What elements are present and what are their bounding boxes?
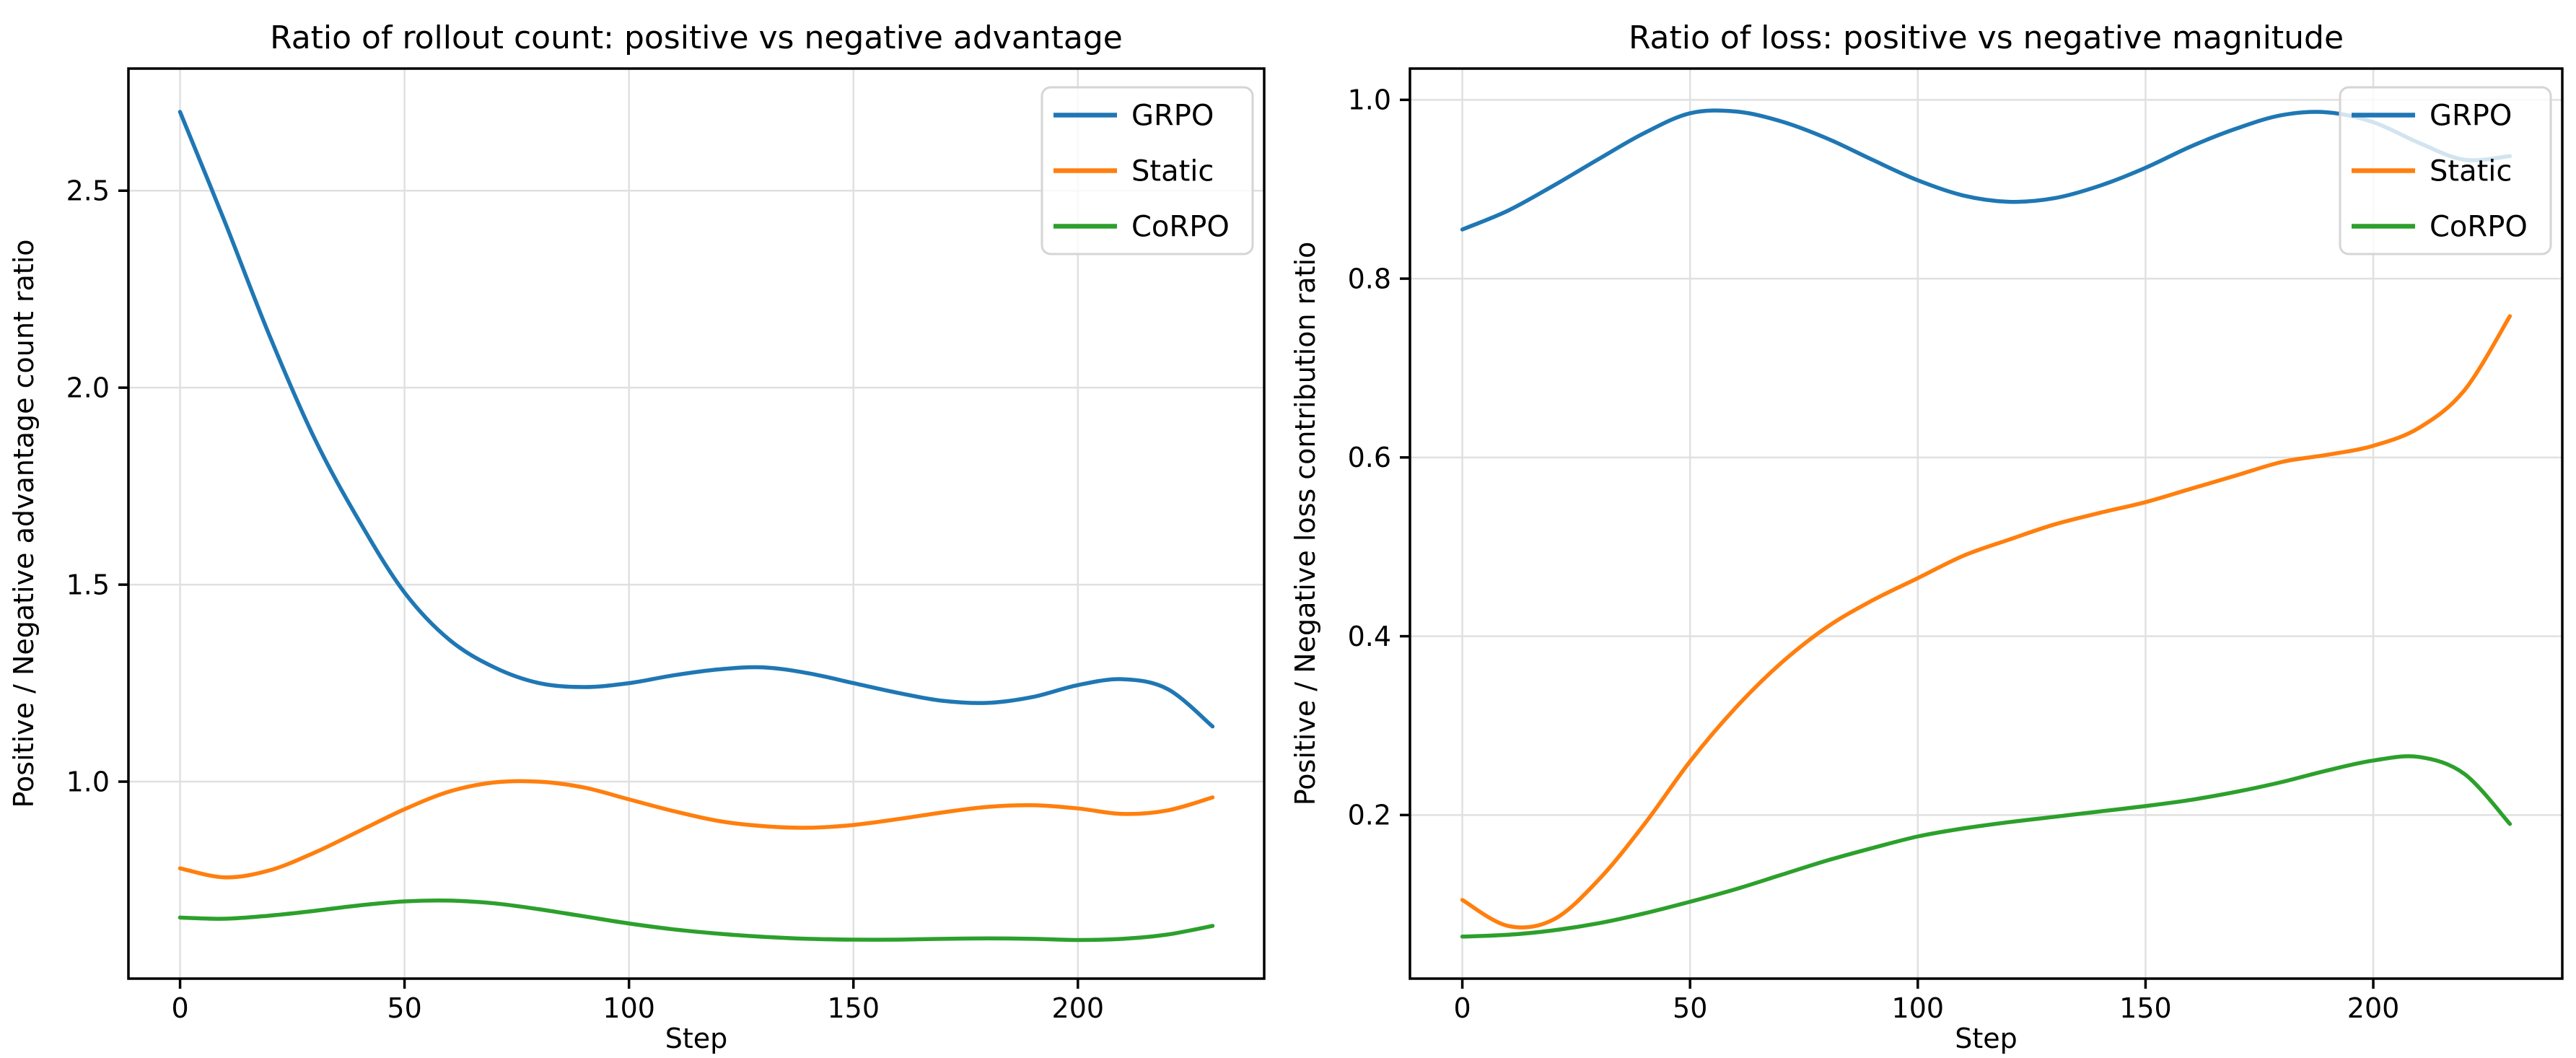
x-tick-label: 200 [1052,992,1105,1024]
x-tick-label: 50 [387,992,421,1024]
legend-item-label: CoRPO [2430,211,2528,244]
legend-item-label: GRPO [1131,100,1214,133]
chart-title: Ratio of rollout count: positive vs nega… [270,19,1123,56]
x-axis-label: Step [1955,1023,2018,1054]
grid [1410,69,2562,979]
x-tick-label: 100 [1892,992,1945,1024]
legend: GRPO Static CoRPO [1041,86,1254,255]
series-line-grpo [1460,108,2513,232]
x-tick-label: 100 [603,992,655,1024]
chart-title: Ratio of loss: positive vs negative magn… [1629,19,2344,56]
y-tick-label: 1.5 [66,569,110,600]
axes-spines [127,67,1266,980]
series-line-grpo [178,110,1215,729]
left-chart: 0 50 100 150 200 1.0 1.5 2.0 2.5 Ratio of rollout… [8,19,1266,1054]
legend: GRPO Static CoRPO [2339,86,2552,255]
y-tick-label: 0.6 [1348,442,1391,473]
series-line-corpo [1460,754,2513,939]
legend-item-label: Static [2430,155,2512,188]
x-tick-label: 50 [1673,992,1707,1024]
y-axis-label: Positive / Negative advantage count rati… [8,240,40,808]
series-lines [178,110,1215,943]
right-chart: 0 50 100 150 200 0.2 0.4 0.6 0.8 1.0 Ratio of loss… [1289,19,2564,1054]
series-line-static [178,779,1215,880]
x-axis-label: Step [665,1023,728,1054]
axes-spines [1409,67,2564,980]
legend-box [2339,86,2552,255]
x-tick-label: 0 [171,992,188,1024]
y-tick-label: 2.5 [66,175,110,207]
legend-item-label: GRPO [2430,100,2512,133]
x-tick-label: 150 [2119,992,2172,1024]
y-tick-label: 2.0 [66,372,110,403]
y-tick-label: 0.4 [1348,621,1391,652]
y-axis-label: Positive / Negative loss contribution ra… [1289,242,1321,806]
x-tick-label: 150 [827,992,880,1024]
series-line-corpo [178,898,1215,943]
legend-item-label: Static [1131,155,1214,188]
x-tick-label: 200 [2347,992,2400,1024]
legend-item-label: CoRPO [1131,211,1230,244]
legend-box [1041,86,1254,255]
series-lines [1460,108,2513,939]
y-tick-label: 0.8 [1348,263,1391,294]
y-tick-label: 0.2 [1348,800,1391,831]
series-line-static [1460,314,2513,930]
x-tick-label: 0 [1453,992,1471,1024]
y-tick-label: 1.0 [1348,84,1391,116]
y-tick-label: 1.0 [66,766,110,797]
